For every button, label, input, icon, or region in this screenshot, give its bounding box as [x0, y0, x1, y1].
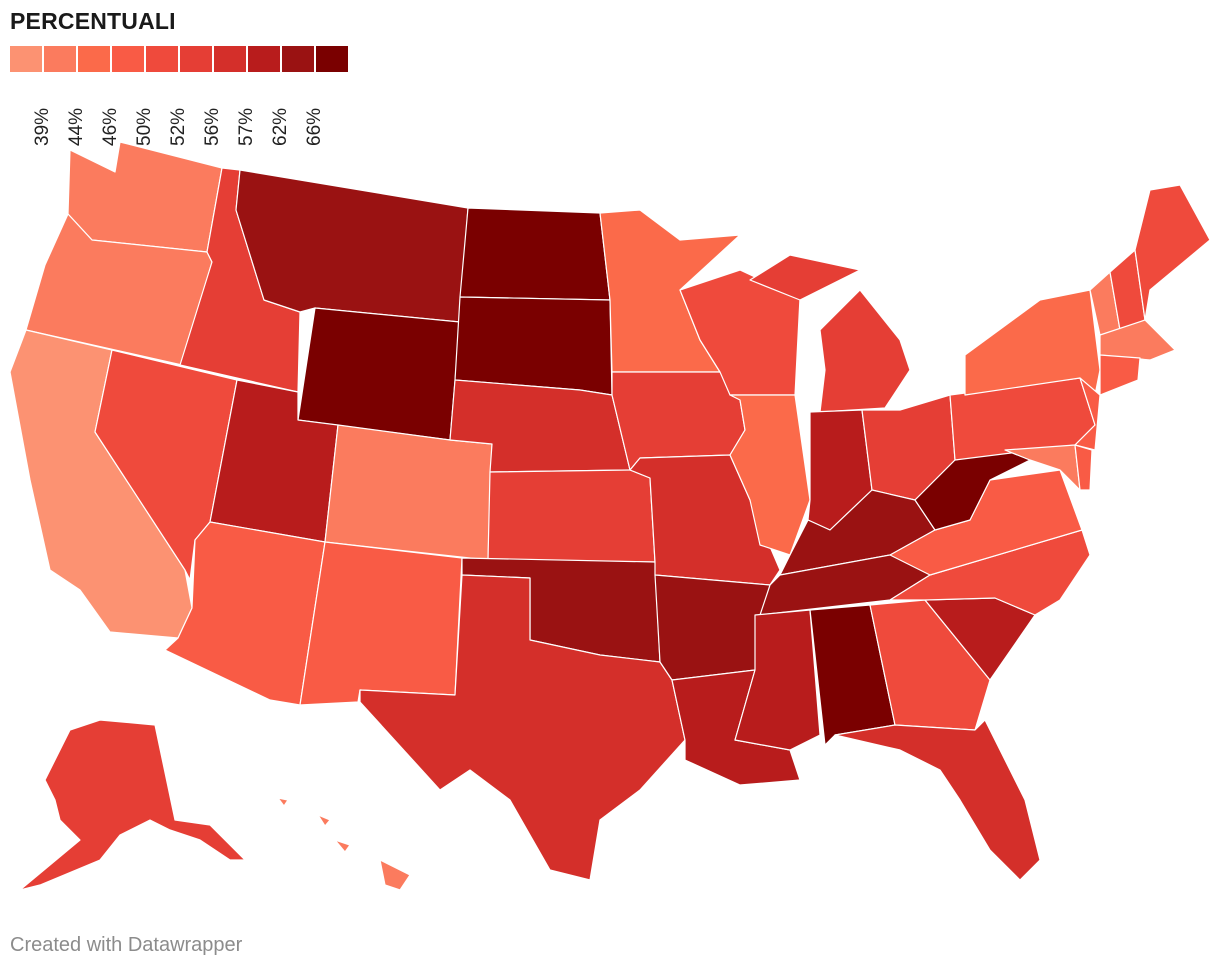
legend-swatch: [146, 46, 178, 72]
state-montana[interactable]: [235, 169, 469, 323]
legend-swatch: [180, 46, 212, 72]
legend-swatch: [316, 46, 348, 72]
state-kansas[interactable]: [487, 469, 656, 563]
state-hawaii[interactable]: [277, 797, 411, 891]
legend-swatches: [10, 46, 350, 72]
legend-swatch: [214, 46, 246, 72]
state-alaska[interactable]: [19, 719, 246, 891]
legend-swatch: [112, 46, 144, 72]
state-connecticut[interactable]: [1099, 354, 1141, 396]
state-massachusetts[interactable]: [1099, 319, 1176, 361]
state-wyoming[interactable]: [297, 307, 461, 441]
state-michigan[interactable]: [749, 254, 911, 413]
state-washington[interactable]: [67, 141, 223, 253]
color-legend: 39% 44% 46% 50% 52% 56% 57% 62% 66%: [10, 46, 350, 146]
legend-swatch: [248, 46, 280, 72]
state-arkansas[interactable]: [654, 574, 771, 681]
state-colorado[interactable]: [324, 424, 493, 561]
state-texas[interactable]: [359, 574, 686, 881]
state-maine[interactable]: [1134, 184, 1211, 321]
legend-swatch: [282, 46, 314, 72]
state-maryland[interactable]: [1004, 444, 1081, 491]
state-illinois[interactable]: [729, 394, 811, 556]
state-georgia[interactable]: [869, 599, 991, 731]
state-south-dakota[interactable]: [454, 296, 613, 396]
attribution-footer: Created with Datawrapper: [10, 934, 243, 956]
state-north-dakota[interactable]: [459, 207, 611, 301]
state-new-mexico[interactable]: [299, 541, 463, 706]
legend-swatch: [10, 46, 42, 72]
state-missouri[interactable]: [629, 454, 781, 586]
legend-swatch: [44, 46, 76, 72]
map-title: PERCENTUALI: [10, 8, 176, 34]
state-florida[interactable]: [834, 719, 1041, 881]
legend-swatch: [78, 46, 110, 72]
state-new-york[interactable]: [964, 289, 1101, 396]
state-delaware[interactable]: [1074, 444, 1093, 491]
